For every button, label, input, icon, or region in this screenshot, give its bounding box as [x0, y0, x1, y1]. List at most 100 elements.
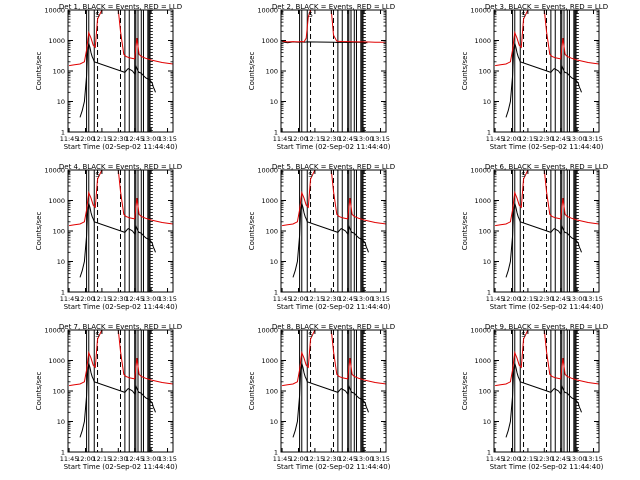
x-axis-label: Start Time (02-Sep-02 11:44:40) — [490, 463, 604, 471]
x-tick-label: 11:45 — [486, 295, 505, 303]
marker-label: S — [95, 11, 100, 19]
chart-panel-4: Det 4, BLACK = Events, RED = LLDS11:4512… — [35, 163, 182, 311]
series-line-events — [79, 43, 156, 118]
chart-panel-9: Det 9, BLACK = Events, RED = LLDS11:4512… — [461, 323, 608, 471]
series-line-events — [79, 203, 156, 278]
plot-area — [282, 10, 386, 132]
x-tick-label: 13:00 — [142, 455, 161, 463]
y-tick-label: 1 — [487, 289, 491, 297]
x-tick-label: 12:15 — [93, 455, 112, 463]
y-tick-label: 1 — [61, 289, 65, 297]
plot-area — [495, 10, 599, 132]
series-line-lld — [69, 330, 173, 387]
y-tick-label: 10 — [57, 418, 65, 426]
x-tick-label: 12:30 — [322, 455, 341, 463]
y-tick-label: 10000 — [257, 167, 278, 175]
y-tick-label: 100 — [266, 388, 278, 396]
x-axis-label: Start Time (02-Sep-02 11:44:40) — [277, 143, 391, 151]
x-tick-label: 12:00 — [289, 295, 308, 303]
series-line-events — [79, 363, 156, 438]
chart-panel-6: Det 6, BLACK = Events, RED = LLDS11:4512… — [461, 163, 608, 311]
x-tick-label: 13:00 — [355, 295, 374, 303]
y-tick-label: 10000 — [44, 167, 65, 175]
series-line-events — [292, 363, 369, 438]
x-tick-label: 12:00 — [76, 135, 95, 143]
x-tick-label: 12:15 — [519, 295, 538, 303]
x-tick-label: 12:45 — [125, 295, 144, 303]
chart-title: Det 9, BLACK = Events, RED = LLD — [485, 323, 608, 331]
x-tick-label: 12:15 — [519, 135, 538, 143]
y-tick-label: 10000 — [470, 167, 491, 175]
plot-area — [282, 330, 386, 452]
y-tick-label: 1000 — [48, 37, 65, 45]
y-axis-label: Counts/sec — [248, 212, 256, 251]
x-tick-label: 13:15 — [158, 455, 177, 463]
chart-title: Det 6, BLACK = Events, RED = LLD — [485, 163, 608, 171]
chart-panel-3: Det 3, BLACK = Events, RED = LLDS11:4512… — [461, 3, 608, 151]
y-tick-label: 100 — [266, 68, 278, 76]
y-tick-label: 100 — [53, 388, 65, 396]
series-line-events — [505, 43, 582, 118]
y-tick-label: 10000 — [470, 327, 491, 335]
x-tick-label: 12:15 — [93, 295, 112, 303]
y-axis-label: Counts/sec — [35, 52, 43, 91]
y-tick-label: 10 — [57, 258, 65, 266]
x-tick-label: 13:15 — [158, 135, 177, 143]
x-tick-label: 13:00 — [142, 135, 161, 143]
chart-title: Det 7, BLACK = Events, RED = LLD — [59, 323, 182, 331]
y-tick-label: 1 — [487, 449, 491, 457]
plot-area — [495, 170, 599, 292]
x-tick-label: 11:45 — [273, 295, 292, 303]
x-tick-label: 12:00 — [502, 295, 521, 303]
x-tick-label: 12:00 — [289, 135, 308, 143]
x-tick-label: 13:00 — [568, 135, 587, 143]
x-tick-label: 12:45 — [125, 135, 144, 143]
x-tick-label: 12:45 — [551, 135, 570, 143]
y-axis-label: Counts/sec — [35, 212, 43, 251]
y-axis-label: Counts/sec — [461, 52, 469, 91]
x-axis-label: Start Time (02-Sep-02 11:44:40) — [490, 143, 604, 151]
y-axis-label: Counts/sec — [461, 372, 469, 411]
chart-title: Det 4, BLACK = Events, RED = LLD — [59, 163, 182, 171]
y-tick-label: 1000 — [474, 197, 491, 205]
y-tick-label: 1000 — [48, 197, 65, 205]
x-axis-label: Start Time (02-Sep-02 11:44:40) — [277, 303, 391, 311]
chart-title: Det 1, BLACK = Events, RED = LLD — [59, 3, 182, 11]
y-tick-label: 10000 — [44, 327, 65, 335]
x-tick-label: 12:15 — [306, 135, 325, 143]
x-tick-label: 12:15 — [306, 295, 325, 303]
x-tick-label: 12:30 — [109, 295, 128, 303]
y-axis-label: Counts/sec — [461, 212, 469, 251]
series-line-events — [505, 203, 582, 278]
y-tick-label: 1 — [274, 129, 278, 137]
x-tick-label: 12:45 — [338, 135, 357, 143]
x-tick-label: 13:15 — [584, 455, 603, 463]
marker-label: S — [95, 171, 100, 179]
y-tick-label: 1000 — [261, 197, 278, 205]
series-line-events — [505, 363, 582, 438]
x-tick-label: 12:30 — [535, 455, 554, 463]
x-tick-label: 13:00 — [355, 455, 374, 463]
x-axis-label: Start Time (02-Sep-02 11:44:40) — [64, 463, 178, 471]
y-tick-label: 1000 — [261, 357, 278, 365]
x-tick-label: 12:15 — [519, 455, 538, 463]
y-tick-label: 100 — [479, 228, 491, 236]
chart-panel-5: Det 5, BLACK = Events, RED = LLDS11:4512… — [248, 163, 395, 311]
marker-label: S — [308, 11, 313, 19]
x-tick-label: 11:45 — [60, 455, 79, 463]
x-tick-label: 13:15 — [371, 295, 390, 303]
chart-title: Det 2, BLACK = Events, RED = LLD — [272, 3, 395, 11]
y-tick-label: 10 — [270, 98, 278, 106]
y-tick-label: 1000 — [261, 37, 278, 45]
y-tick-label: 10 — [483, 258, 491, 266]
y-tick-label: 10000 — [257, 7, 278, 15]
y-tick-label: 100 — [479, 68, 491, 76]
chart-title: Det 3, BLACK = Events, RED = LLD — [485, 3, 608, 11]
x-axis-label: Start Time (02-Sep-02 11:44:40) — [277, 463, 391, 471]
x-tick-label: 13:00 — [355, 135, 374, 143]
x-tick-label: 12:45 — [338, 455, 357, 463]
x-tick-label: 13:00 — [568, 295, 587, 303]
x-tick-label: 12:00 — [289, 455, 308, 463]
plot-area — [495, 330, 599, 452]
